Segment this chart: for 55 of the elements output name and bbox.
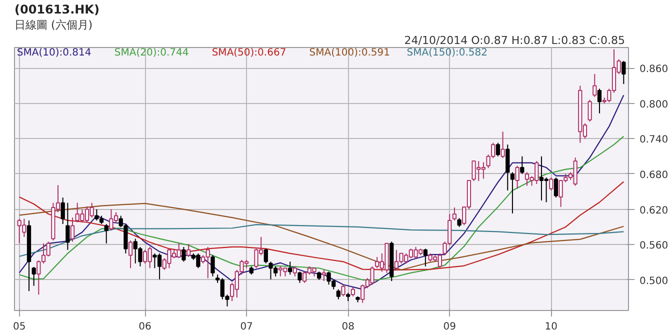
candlestick xyxy=(510,172,515,214)
candlestick xyxy=(506,144,510,191)
candlestick xyxy=(515,165,520,190)
candlestick xyxy=(128,240,133,269)
candlestick xyxy=(588,99,592,122)
candlestick xyxy=(104,224,108,244)
line-series xyxy=(18,136,624,280)
candlestick xyxy=(549,177,554,191)
y-tick-label: 0.800 xyxy=(640,99,668,110)
line-series xyxy=(18,202,624,270)
chart-subtitle: 日線圖 (六個月) xyxy=(14,18,93,32)
candlestick xyxy=(336,288,340,300)
text: SMA(10):0.814 xyxy=(16,48,92,58)
candlestick xyxy=(341,284,346,297)
x-tick-label: 06 xyxy=(138,322,152,332)
candlestick xyxy=(60,197,65,225)
y-tick-label: 0.680 xyxy=(640,170,668,181)
candlestick xyxy=(186,244,191,258)
candlestick xyxy=(520,156,524,174)
candlestick xyxy=(32,266,36,286)
candlestick xyxy=(500,131,505,159)
candlestick xyxy=(298,271,302,284)
text: SMA(20):0.744 xyxy=(114,48,189,58)
text: 24/10/2014 O:0.87 H:0.87 L:0.83 C:0.85 xyxy=(404,34,626,47)
y-tick-label: 0.560 xyxy=(640,240,668,252)
candlestick xyxy=(70,217,75,242)
candlestick xyxy=(452,207,457,221)
candlestick xyxy=(554,177,558,198)
x-tick-label: 09 xyxy=(443,322,456,332)
line-series xyxy=(18,224,624,257)
candlestick xyxy=(322,269,326,282)
candlestick xyxy=(292,266,297,277)
x-tick-label: 08 xyxy=(342,322,354,332)
x-tick-label: 05 xyxy=(12,322,26,332)
candlestick xyxy=(288,261,292,276)
text: SMA(50):0.667 xyxy=(212,48,286,58)
x-tick-label: 10 xyxy=(544,322,558,332)
candlestick xyxy=(210,254,215,277)
candlestick xyxy=(597,88,602,114)
text: SMA(100):0.591 xyxy=(309,48,390,58)
y-tick-label: 0.500 xyxy=(640,276,668,287)
chart-title: (001613.HK) xyxy=(14,2,100,16)
candlestick xyxy=(264,248,268,264)
x-tick-label: 07 xyxy=(240,322,253,332)
candlestick xyxy=(66,202,70,250)
line-series xyxy=(18,181,624,270)
candlestick xyxy=(592,73,597,98)
y-tick-label: 0.740 xyxy=(640,134,668,146)
text: SMA(150):0.582 xyxy=(406,48,488,58)
candlestick xyxy=(423,248,428,267)
y-tick-label: 0.620 xyxy=(640,205,668,216)
candlestick xyxy=(182,246,186,262)
y-tick-label: 0.860 xyxy=(640,64,668,76)
candlestick xyxy=(622,60,626,84)
candlestick xyxy=(496,142,500,157)
